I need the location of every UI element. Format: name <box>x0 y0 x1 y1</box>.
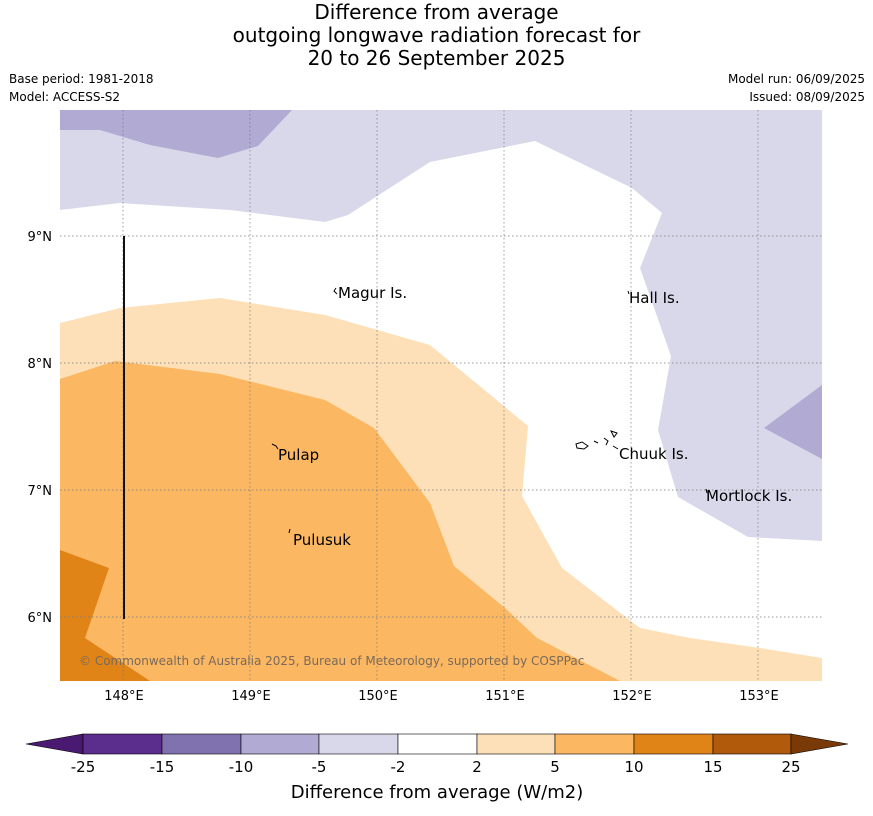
lon-label-150e: 150°E <box>358 689 398 704</box>
colorbar-label-minus-25: -25 <box>71 758 96 776</box>
colorbar-label-plus-10: 10 <box>624 758 643 776</box>
place-label-magur: Magur Is. <box>338 284 407 302</box>
colorbar-swatch-4 <box>318 733 399 755</box>
contour-minus-10-east <box>764 385 822 459</box>
islands <box>271 287 708 534</box>
lon-label-148e: 148°E <box>104 689 144 704</box>
pulap-island-shape <box>271 443 279 450</box>
map-area: Magur Is. Hall Is. Pulap Chuuk Is. Mortl… <box>60 110 822 681</box>
place-label-pulap: Pulap <box>278 446 319 464</box>
contour-plus-10 <box>60 550 150 681</box>
model-text: Model: ACCESS-S2 <box>9 90 121 104</box>
hall-island-shape <box>627 290 630 295</box>
lon-label-152e: 152°E <box>612 689 652 704</box>
lat-label-9n: 9°N <box>28 230 53 245</box>
place-label-mortlock: Mortlock Is. <box>706 487 792 505</box>
lat-label-7n: 7°N <box>28 484 53 499</box>
place-label-chuuk: Chuuk Is. <box>619 445 688 463</box>
map-title-line-2: outgoing longwave radiation forecast for <box>232 23 641 47</box>
chuuk-island-shape-4 <box>610 430 618 438</box>
colorbar-label-minus-2: -2 <box>391 758 406 776</box>
model-run-text: Model run: 06/09/2025 <box>727 72 865 86</box>
meta-right: Model run: 06/09/2025 Issued: 08/09/2025 <box>728 70 865 106</box>
colorbar: -25 -15 -10 -5 -2 2 5 10 15 25 Differenc… <box>25 733 849 803</box>
colorbar-swatch-8 <box>633 733 714 755</box>
lat-label-6n: 6°N <box>28 611 53 626</box>
colorbar-label-minus-10: -10 <box>229 758 254 776</box>
colorbar-label-plus-5: 5 <box>550 758 560 776</box>
colorbar-swatch-5 <box>397 733 478 755</box>
meta-left: Base period: 1981-2018 Model: ACCESS-S2 <box>9 70 154 106</box>
contour-minus-5-top <box>60 110 822 541</box>
issued-text: Issued: 08/09/2025 <box>749 90 865 104</box>
colorbar-swatch-9 <box>712 733 792 755</box>
longitude-labels: 148°E 149°E 150°E 151°E 152°E 153°E <box>104 689 779 704</box>
mortlock-island-shape <box>705 488 708 494</box>
chuuk-island-shape-3 <box>603 437 609 446</box>
colorbar-swatch-7 <box>554 733 635 755</box>
colorbar-label-minus-15: -15 <box>150 758 175 776</box>
colorbar-swatch-3 <box>240 733 320 755</box>
colorbar-swatch-2 <box>161 733 242 755</box>
place-label-hall: Hall Is. <box>629 289 680 307</box>
latitude-labels: 9°N 8°N 7°N 6°N <box>28 230 53 626</box>
colorbar-label-plus-2: 2 <box>472 758 482 776</box>
colorbar-high-arrow <box>790 733 849 755</box>
lat-label-8n: 8°N <box>28 357 53 372</box>
contour-plus-5 <box>60 361 620 681</box>
colorbar-label-plus-25: 25 <box>781 758 800 776</box>
map-title-line-1: Difference from average <box>314 0 559 24</box>
chuuk-island-shape-1 <box>575 441 589 450</box>
place-label-pulusuk: Pulusuk <box>293 531 351 549</box>
lon-label-151e: 151°E <box>485 689 525 704</box>
chuuk-island-shape-2 <box>593 440 599 444</box>
colorbar-title: Difference from average (W/m2) <box>291 782 583 803</box>
contour-minus-10-top <box>60 110 292 158</box>
colorbar-swatch-1 <box>82 733 163 755</box>
map-title-line-3: 20 to 26 September 2025 <box>307 46 566 70</box>
colorbar-label-plus-15: 15 <box>703 758 722 776</box>
lon-label-149e: 149°E <box>231 689 271 704</box>
colorbar-swatch-6 <box>476 733 556 755</box>
colorbar-low-arrow <box>25 733 84 755</box>
colorbar-label-minus-5: -5 <box>312 758 327 776</box>
copyright-text: © Commonwealth of Australia 2025, Bureau… <box>79 654 584 668</box>
base-period-text: Base period: 1981-2018 <box>9 72 154 86</box>
lon-label-153e: 153°E <box>739 689 779 704</box>
chuuk-island-shape-5 <box>612 445 619 450</box>
magur-island-shape <box>333 287 338 295</box>
pulusuk-island-shape <box>288 528 291 534</box>
